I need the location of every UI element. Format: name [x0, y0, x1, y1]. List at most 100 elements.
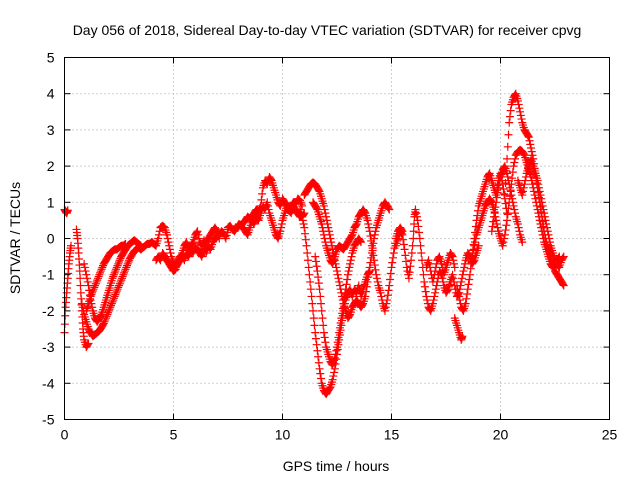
data-point — [409, 227, 418, 236]
data-point — [110, 292, 119, 301]
data-point — [300, 223, 309, 232]
data-point — [336, 318, 345, 327]
data-point — [558, 280, 567, 289]
data-point — [342, 280, 351, 289]
data-point — [103, 310, 112, 319]
data-point — [312, 262, 321, 271]
data-point — [339, 299, 348, 308]
data-point — [122, 261, 131, 270]
data-point — [383, 296, 392, 305]
data-point — [490, 207, 499, 216]
data-point — [347, 252, 356, 261]
data-point — [301, 229, 310, 238]
data-point — [111, 267, 120, 276]
data-point — [388, 253, 397, 262]
data-point — [389, 248, 398, 257]
data-point — [526, 140, 535, 149]
data-point — [303, 256, 312, 265]
data-point — [371, 265, 380, 274]
series-q — [450, 314, 467, 344]
data-point — [108, 274, 117, 283]
data-point — [502, 221, 511, 230]
data-point — [114, 283, 123, 292]
data-point — [360, 207, 369, 216]
y-tick-label: 5 — [47, 50, 55, 66]
y-tick-label: 0 — [47, 231, 55, 247]
data-point — [166, 248, 175, 257]
data-point — [364, 268, 373, 277]
data-point — [356, 238, 365, 247]
data-point — [105, 305, 114, 314]
y-tick-label: -4 — [42, 375, 55, 391]
data-point — [306, 277, 315, 286]
series-m — [311, 234, 365, 370]
data-point — [95, 270, 104, 279]
data-point — [170, 266, 179, 275]
data-point — [364, 220, 373, 229]
data-point — [109, 272, 118, 281]
data-point — [120, 267, 129, 276]
data-point — [517, 115, 526, 124]
data-point — [381, 303, 390, 312]
data-point — [311, 257, 320, 266]
data-point — [107, 301, 116, 310]
data-point — [467, 258, 476, 267]
data-point — [527, 147, 536, 156]
data-point — [493, 188, 502, 197]
data-point — [457, 274, 466, 283]
x-tick-label: 10 — [275, 427, 291, 443]
data-point — [305, 270, 314, 279]
data-point — [304, 263, 313, 272]
data-point — [448, 252, 457, 261]
data-point — [117, 274, 126, 283]
data-point — [527, 144, 536, 152]
data-point — [541, 216, 550, 225]
data-point — [109, 294, 118, 303]
data-point — [406, 262, 415, 271]
data-point — [112, 286, 121, 295]
data-point — [307, 292, 316, 301]
data-point — [120, 268, 129, 277]
data-point — [487, 227, 496, 236]
data-point — [463, 290, 472, 299]
data-point — [468, 248, 477, 257]
data-point — [495, 180, 504, 189]
y-tick-label: 3 — [47, 122, 55, 138]
data-point — [333, 343, 341, 352]
data-point — [104, 308, 113, 317]
data-point — [377, 292, 386, 301]
data-point — [405, 268, 414, 277]
data-point — [429, 274, 438, 283]
x-axis-title: GPS time / hours — [283, 458, 390, 474]
data-point — [299, 220, 308, 229]
data-point — [341, 285, 350, 294]
data-point — [384, 204, 393, 213]
data-point — [540, 209, 549, 218]
data-point — [519, 183, 528, 192]
data-point — [535, 183, 544, 192]
data-point — [364, 223, 373, 232]
data-point — [487, 197, 496, 206]
data-point — [303, 248, 312, 257]
data-point — [285, 207, 294, 216]
data-point — [285, 205, 294, 214]
data-point — [382, 299, 391, 308]
data-point — [263, 198, 272, 207]
y-tick-label: -1 — [42, 267, 55, 283]
data-point — [432, 281, 441, 290]
data-point — [334, 333, 343, 342]
data-point — [335, 328, 344, 337]
data-point — [257, 195, 266, 204]
data-point — [194, 230, 203, 239]
data-point — [98, 263, 107, 272]
data-point — [415, 234, 424, 243]
data-point — [316, 369, 325, 378]
data-point — [366, 232, 375, 241]
data-point — [115, 279, 124, 288]
data-point — [88, 288, 97, 297]
data-point — [463, 285, 472, 294]
data-point — [82, 270, 91, 279]
data-point — [80, 259, 89, 268]
data-point — [455, 296, 464, 305]
